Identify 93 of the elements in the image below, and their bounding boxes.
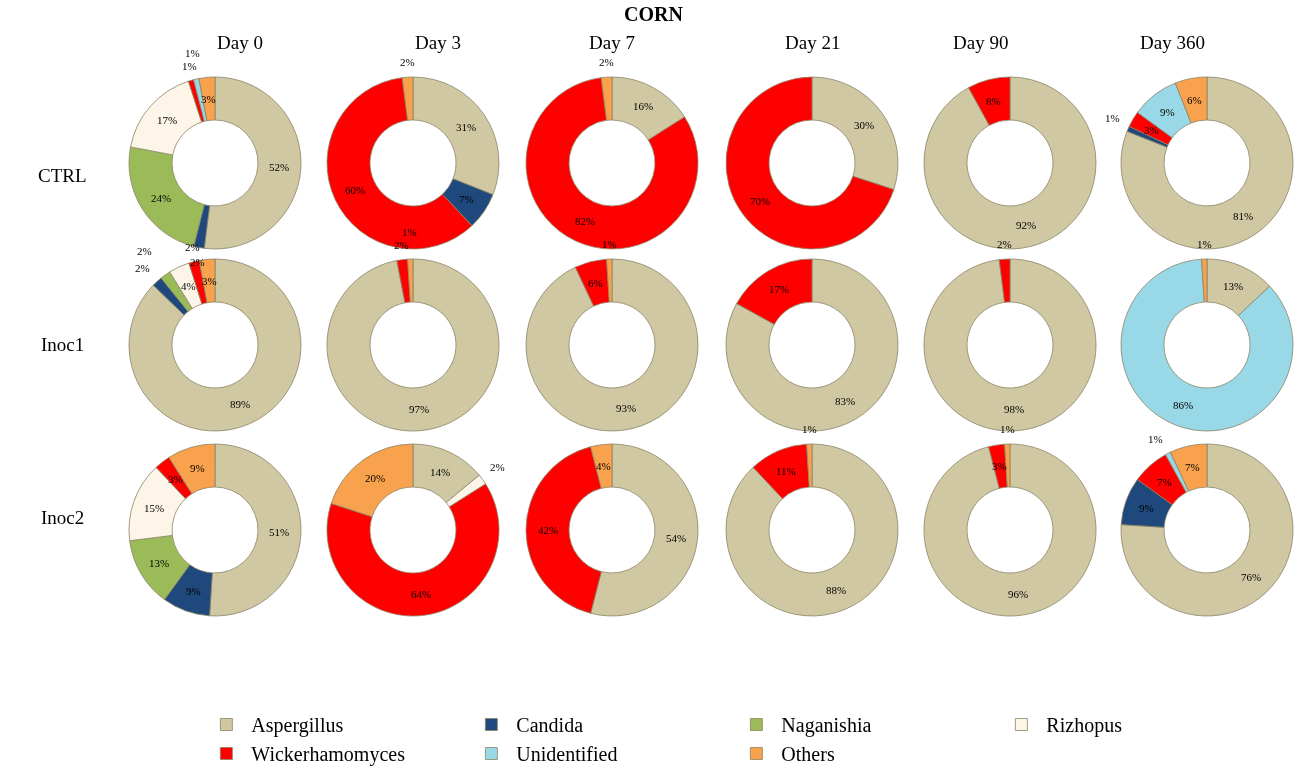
data-label: 11% [776, 465, 796, 477]
text: CTRL [38, 165, 87, 186]
data-label: 88% [826, 584, 847, 596]
data-label: 1% [402, 226, 417, 238]
data-label: 4% [181, 280, 196, 292]
data-label: 30% [854, 119, 875, 131]
data-label: 17% [769, 283, 790, 295]
data-label: 98% [1004, 403, 1025, 415]
data-label: 60% [345, 184, 366, 196]
donut-slice [725, 443, 899, 617]
data-label: 8% [986, 95, 1001, 107]
chart-title: Day 3 [415, 32, 461, 53]
legend-label: Others [781, 743, 835, 766]
data-label: 1% [1148, 433, 1163, 445]
data-label: 86% [1173, 399, 1194, 411]
data-label: 82% [575, 215, 596, 227]
donut-slice [725, 258, 899, 432]
data-label: 2% [135, 262, 150, 274]
data-label: 1% [602, 238, 617, 250]
text: Inoc2 [41, 507, 85, 528]
data-label: 6% [1187, 94, 1202, 106]
data-label: 2% [137, 245, 152, 257]
legend-label: Aspergillus [251, 714, 344, 738]
data-label: 3% [202, 275, 217, 287]
legend-label: Wickerhamomyces [251, 743, 406, 767]
data-label: 4% [596, 460, 611, 472]
data-label: 54% [666, 532, 687, 544]
data-label: 89% [230, 398, 251, 410]
data-label: 16% [633, 100, 654, 112]
data-label: 17% [157, 114, 178, 126]
data-label: 1% [182, 60, 197, 72]
chart-title: Day 7 [589, 32, 635, 53]
data-label: 2% [997, 238, 1012, 250]
data-label: 52% [269, 161, 290, 173]
data-label: 9% [1160, 106, 1175, 118]
chart-title: Day 0 [217, 32, 263, 53]
data-label: 51% [269, 526, 290, 538]
data-label: 1% [1197, 238, 1212, 250]
data-label: 7% [1157, 476, 1172, 488]
legend-label: Rizhopus [1046, 714, 1123, 738]
donut-slice [1120, 443, 1294, 617]
data-label: 9% [1139, 502, 1154, 514]
data-label: 83% [835, 395, 856, 407]
data-label: 96% [1008, 588, 1029, 600]
donut-slice [1120, 258, 1294, 432]
data-label: 9% [186, 585, 201, 597]
data-label: 9% [190, 462, 205, 474]
data-label: 76% [1241, 571, 1262, 583]
data-label: 1% [1105, 112, 1120, 124]
data-label: 24% [151, 192, 172, 204]
data-label: 1% [1000, 423, 1015, 435]
data-label: 42% [538, 524, 559, 536]
donut-slice [923, 76, 1097, 250]
data-label: 2% [490, 461, 505, 473]
data-label: 1% [802, 423, 817, 435]
data-label: 1% [185, 47, 200, 59]
data-label: 2% [394, 239, 409, 251]
data-label: 31% [456, 121, 477, 133]
data-label: 2% [400, 56, 415, 68]
data-label: 64% [411, 588, 432, 600]
data-label: 3% [201, 93, 216, 105]
legend-label: Unidentified [516, 743, 618, 766]
data-label: 7% [1185, 461, 1200, 473]
data-label: 3% [168, 473, 183, 485]
data-label: 70% [750, 195, 771, 207]
data-label: 14% [430, 466, 451, 478]
data-label: 15% [144, 502, 165, 514]
data-label: 3% [1144, 124, 1159, 136]
chart-title: Day 360 [1140, 32, 1205, 53]
text: CORN [624, 3, 684, 25]
donut-slice [923, 258, 1097, 432]
data-label: 93% [616, 402, 637, 414]
legend-label: Candida [516, 714, 584, 737]
donut-slice [128, 258, 302, 432]
donut-slice [923, 443, 1097, 617]
donut-slice [326, 258, 500, 432]
legend-label: Naganishia [781, 714, 872, 738]
data-label: 97% [409, 403, 430, 415]
data-label: 6% [588, 277, 603, 289]
data-label: 81% [1233, 210, 1254, 222]
chart-title: Day 21 [785, 32, 841, 53]
data-label: 13% [149, 557, 170, 569]
data-label: 2% [599, 56, 614, 68]
donut-slice [725, 76, 895, 250]
text: Inoc1 [41, 334, 85, 355]
data-label: 13% [1223, 280, 1244, 292]
donut-slice [525, 77, 699, 250]
data-label: 20% [365, 472, 386, 484]
data-label: 92% [1016, 219, 1037, 231]
data-label: 7% [459, 193, 474, 205]
donut-slice [1120, 76, 1294, 250]
donut-slice [525, 258, 699, 432]
chart-title: Day 90 [953, 32, 1009, 53]
